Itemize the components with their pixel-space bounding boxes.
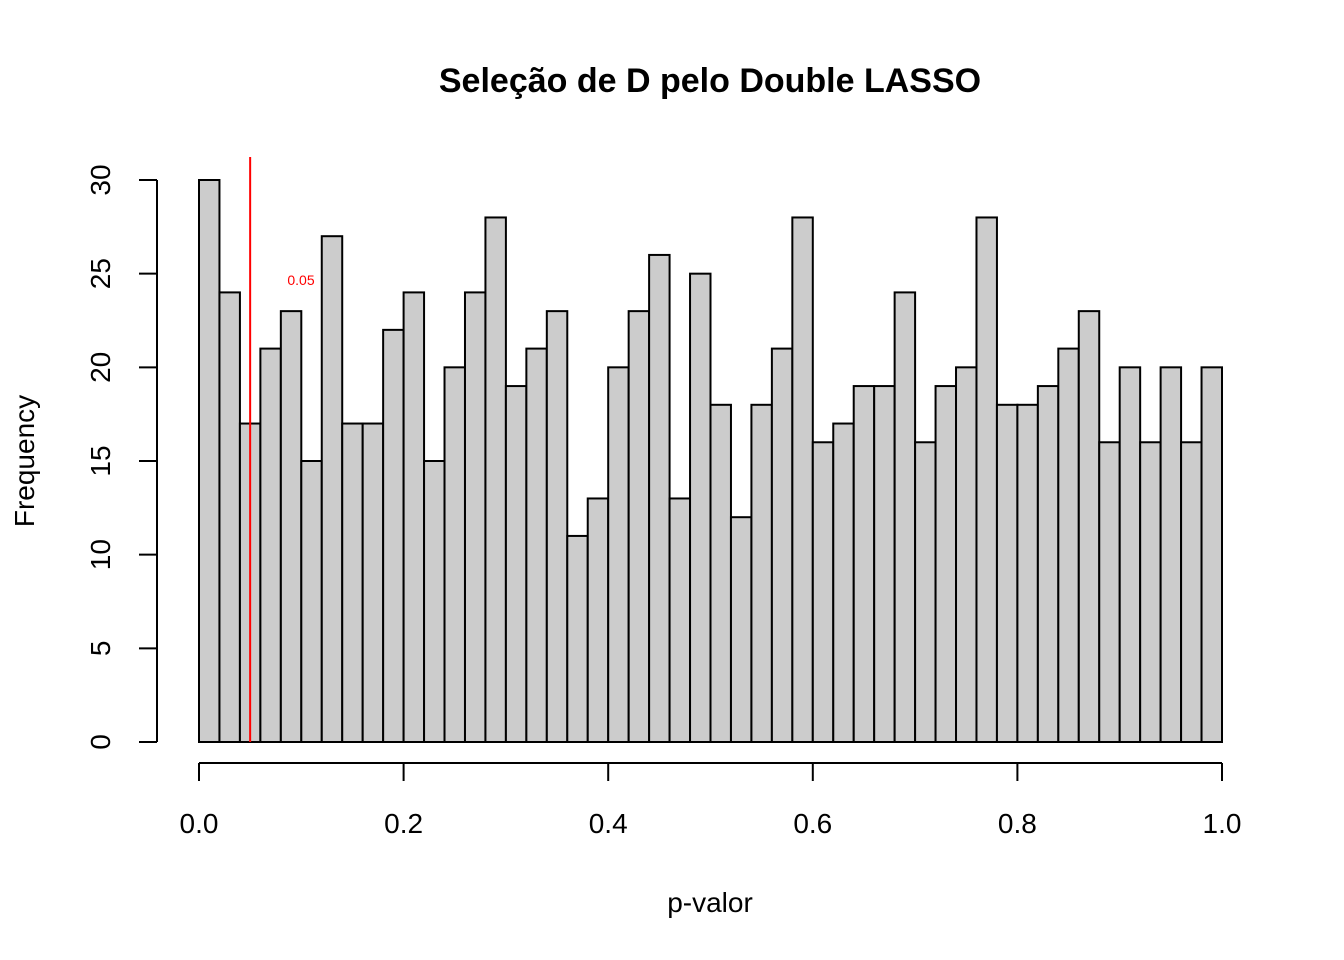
x-axis: 0.0 0.2 0.4 0.6 0.8 1.0	[180, 762, 1242, 839]
histogram-bar	[1159, 366, 1183, 743]
histogram-bar	[607, 366, 630, 743]
x-tick-label: 0.4	[589, 808, 628, 839]
histogram-bar	[811, 441, 835, 743]
histogram-bar	[443, 366, 466, 743]
y-axis-label: Frequency	[9, 395, 40, 527]
y-tick-label: 15	[85, 445, 116, 476]
x-tick-label: 0.8	[998, 808, 1037, 839]
histogram-bar	[1016, 403, 1039, 743]
histogram-bar	[627, 310, 651, 743]
histogram-bar	[873, 385, 896, 743]
histogram-bar	[893, 291, 917, 743]
histogram-bar	[198, 179, 221, 743]
histogram-bar	[1180, 441, 1203, 743]
y-tick-label: 5	[85, 641, 116, 657]
histogram-bar	[668, 497, 692, 744]
histogram-bar	[259, 347, 282, 743]
histogram-bar	[300, 460, 323, 743]
reference-line-label: 0.05	[287, 272, 314, 288]
histogram-bar	[914, 441, 937, 743]
histogram-bar	[1118, 366, 1142, 743]
chart-title: Seleção de D pelo Double LASSO	[439, 62, 981, 100]
histogram-bar	[750, 403, 773, 743]
histogram-bar	[791, 216, 814, 743]
histogram-bar	[545, 310, 569, 743]
histogram-bar	[1057, 347, 1080, 743]
bars-group	[198, 179, 1224, 744]
histogram-bar	[463, 291, 487, 743]
histogram-bar	[975, 216, 998, 743]
histogram-bar	[1139, 441, 1162, 743]
histogram-bar	[504, 385, 528, 743]
y-tick-label: 0	[85, 734, 116, 750]
histogram-bar	[1036, 385, 1060, 743]
histogram-bar	[279, 310, 303, 743]
x-axis-label: p-valor	[667, 887, 753, 918]
histogram-bar	[648, 253, 671, 744]
histogram-bar	[566, 534, 589, 744]
histogram-bar	[1200, 366, 1224, 743]
histogram-bar	[770, 347, 794, 743]
x-tick-label: 0.6	[793, 808, 832, 839]
y-tick-label: 20	[85, 352, 116, 383]
y-tick-label: 10	[85, 539, 116, 570]
y-axis: 0 5 10 15 20 25 30	[85, 164, 158, 750]
histogram-bar	[832, 422, 855, 743]
histogram-bar	[382, 328, 405, 743]
histogram-bar	[729, 516, 753, 744]
y-tick-label: 25	[85, 258, 116, 289]
histogram-bar	[1077, 310, 1101, 743]
histogram-bar	[586, 497, 610, 744]
histogram-bar	[689, 272, 712, 743]
histogram-bar	[341, 422, 364, 743]
histogram-bar	[423, 460, 446, 743]
histogram-bar	[852, 385, 876, 743]
histogram-bar	[934, 385, 958, 743]
x-tick-label: 0.0	[180, 808, 219, 839]
histogram-bar	[320, 235, 344, 743]
histogram-bar	[1098, 441, 1121, 743]
histogram-bar	[955, 366, 978, 743]
histogram-bar	[402, 291, 426, 743]
histogram-bar	[484, 216, 507, 743]
histogram-bar	[361, 422, 385, 743]
histogram-bar	[709, 403, 732, 743]
histogram-bar	[995, 403, 1019, 743]
histogram-bar	[525, 347, 548, 743]
histogram-bar	[218, 291, 241, 743]
reference-line-group: 0.05	[249, 157, 315, 742]
y-tick-label: 30	[85, 164, 116, 195]
x-tick-label: 1.0	[1203, 808, 1242, 839]
x-tick-label: 0.2	[384, 808, 423, 839]
